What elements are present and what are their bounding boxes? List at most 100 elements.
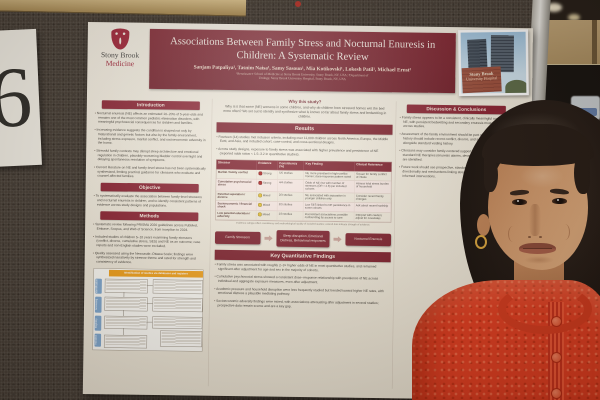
cell-relevance: Consider recent family changes [354,193,392,204]
cell-evidence: Mixed [256,192,278,202]
evidence-label: Mixed [262,203,271,207]
results-bullet: Fourteen (14) studies met inclusion crit… [216,135,392,146]
col-header: Clinical Relevance [354,161,392,172]
prisma-box [152,316,203,330]
nose [529,204,541,236]
key-findings-heading: Key Quantitative Findings [214,249,391,263]
eye-left [512,199,527,205]
evidence-label: Strong [263,172,272,176]
hospital-photo-inner: Stony Brook University Hospital [460,31,527,94]
flow-box-nocturnal-enuresis: Nocturnal Enuresis [345,233,392,247]
prisma-box [104,278,148,294]
key-finding-bullet: Academic pressure and household disrupti… [214,287,390,298]
forehead-highlight [520,164,564,188]
cell-stressor: Parental separation / divorce [216,191,257,202]
eye-glint [517,200,519,202]
prisma-header: Identification of studies via databases … [108,269,204,278]
col-header: Evidence [256,160,278,171]
arrow-right-icon [264,234,272,242]
nostril [539,236,542,238]
prisma-box [159,330,203,348]
wall-edge [592,20,597,83]
cell-consistency: 2/3 studies [277,201,304,212]
cell-relevance: Screen for family conflict at intake [354,171,392,182]
prisma-connector [123,309,124,316]
mixed-evidence-dot [257,203,262,208]
cell-evidence: Strong [256,170,278,180]
smile-crease [508,226,518,242]
results-bullet: Across study designs, exposure to family… [216,147,392,158]
red-pushpin [295,1,301,7]
cell-relevance: Assess total stress burden of household [354,180,392,194]
flow-box-mediators: Sleep disruption, Emotional Distress, Be… [276,230,330,248]
prisma-box [104,315,148,330]
cardigan-button [551,316,562,327]
prisma-box [104,296,148,312]
station-number: 6 [0,48,35,146]
hair-temple-right [574,152,590,194]
methods-heading: Methods [100,211,199,222]
cell-consistency: 1/3 studies [276,211,304,222]
cell-stressor: Cumulative psychosocial stress [216,178,257,193]
chin-shadow [524,256,554,264]
key-finding-bullet: Socioeconomic adversity findings were mi… [214,299,390,310]
cell-finding: Odds of NE rise with number of stressors… [303,180,355,194]
prisma-flow-diagram: Identification of studies via databases … [92,268,204,352]
introduction-bullet: Nocturnal enuresis (NE) affects an estim… [95,112,207,127]
col-header: Stressor [216,159,257,171]
methods-bullet: Included studies of children 5–18 years … [93,235,205,250]
ceiling-light-icon [568,14,580,21]
logo-text-line2: Medicine [105,59,135,69]
eye-glint [557,199,559,201]
cell-consistency: 4/4 studies [277,179,304,193]
cell-stressor: Socioeconomic / financial shock [215,200,257,212]
introduction-bullet: Stressful family contexts may disrupt sl… [94,149,206,164]
key-finding-bullet: Cumulative psychosocial stress showed a … [214,275,390,286]
prisma-connector [123,327,124,335]
cardigan-button [551,388,562,399]
stony-brook-logo: Stony Brook Medicine [91,28,149,88]
evidence-label: Strong [262,181,272,185]
table-row: Low parental education / adversity Mixed… [215,210,391,223]
hospital-photo: Stony Brook University Hospital [458,29,529,97]
prisma-stage-identification: Identification [95,278,102,294]
mixed-evidence-dot [257,212,262,217]
introduction-bullet: Increasing evidence suggests the conditi… [94,128,206,147]
prisma-stage-eligibility: Eligibility [94,315,102,331]
col-header: Consistency (%) [277,160,305,171]
station-number-sign: 6 [0,28,42,168]
hair-temple-left [484,158,498,192]
prisma-connector [123,291,125,297]
prisma-box [152,297,203,313]
discussion-heading: Discussion & Conclusions [406,104,506,115]
methods-bullet: Systematic review following PRISMA 2020 … [93,223,205,233]
prisma-connector [146,285,153,286]
strong-evidence-dot [258,171,263,176]
cell-stressor: Marital / family conflict [216,169,257,180]
smile-crease [560,224,570,240]
objective-text: To systematically evaluate the associati… [93,194,205,209]
hospital-sign-line2: University Hospital [465,75,498,82]
objective-heading: Objective [100,182,199,193]
nostril [528,236,531,238]
key-finding-bullet: Family stress was associated with roughl… [215,263,391,274]
board-top-rail [0,0,247,17]
left-column: Introduction Nocturnal enuresis (NE) aff… [88,96,210,352]
arrow-right-icon [333,235,341,243]
shield-icon [111,28,130,50]
results-table: Stressor Evidence Consistency (%) Key Fi… [215,159,393,223]
why-text: Why is it that some (NE) worsens in some… [223,104,387,119]
evidence-label: Mixed [262,213,271,217]
mixed-evidence-dot [257,193,262,198]
middle-column: Why this study? Why is it that some (NE)… [212,97,395,314]
presenter-ear [477,214,490,236]
cell-relevance: Interpret with caution; adjust for covar… [353,212,391,223]
evidence-label: Mixed [262,194,271,198]
cell-consistency: 5/5 studies [277,170,304,181]
flow-box-family-stressors: Family Stressors [214,231,261,245]
prisma-box [152,279,203,295]
cell-consistency: 2/3 studies [277,192,304,203]
stress-pathway-diagram: Family Stressors Sleep disruption, Emoti… [214,229,392,248]
cell-evidence: Mixed [256,201,278,212]
